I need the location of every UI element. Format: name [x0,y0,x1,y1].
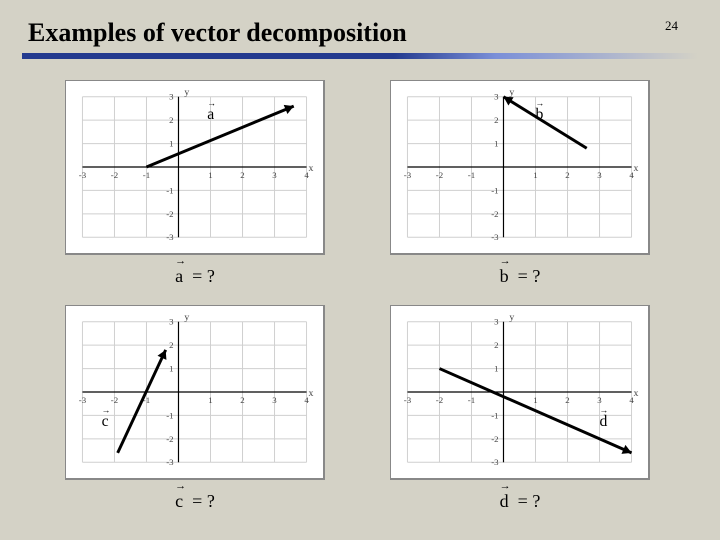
svg-text:-1: -1 [166,185,173,195]
svg-text:-2: -2 [111,170,118,180]
svg-text:1: 1 [494,139,498,149]
panel-d: -3-2-11234-3-2-1123yx→dd = ? [390,305,650,512]
svg-text:y: y [184,312,189,323]
caption-d: d = ? [390,491,650,512]
svg-text:3: 3 [169,92,174,102]
svg-text:x: x [634,388,639,399]
svg-text:d: d [600,413,608,430]
svg-text:3: 3 [272,395,277,405]
svg-text:1: 1 [169,139,173,149]
svg-text:3: 3 [272,170,277,180]
graph-a: -3-2-11234-3-2-1123yx→a [65,80,325,255]
svg-text:-1: -1 [166,410,173,420]
svg-text:-3: -3 [166,457,174,467]
panel-a: -3-2-11234-3-2-1123yx→aa = ? [65,80,325,287]
svg-text:-2: -2 [166,209,173,219]
svg-text:-1: -1 [468,170,475,180]
title-area: Examples of vector decomposition 24 [0,0,720,70]
page-title: Examples of vector decomposition [28,18,407,48]
svg-text:x: x [309,163,314,174]
svg-text:3: 3 [597,170,602,180]
svg-text:3: 3 [597,395,602,405]
graph-d: -3-2-11234-3-2-1123yx→d [390,305,650,480]
svg-text:-2: -2 [491,209,498,219]
svg-text:-2: -2 [436,395,443,405]
svg-text:-1: -1 [491,410,498,420]
svg-text:c: c [102,413,109,430]
svg-text:y: y [509,87,514,98]
svg-text:a: a [207,106,214,123]
svg-text:2: 2 [169,340,173,350]
title-rule [22,53,698,59]
svg-text:-2: -2 [166,434,173,444]
svg-text:-3: -3 [166,232,174,242]
svg-text:1: 1 [208,170,212,180]
svg-text:-3: -3 [79,395,87,405]
svg-text:-1: -1 [143,170,150,180]
svg-text:y: y [509,312,514,323]
svg-text:1: 1 [533,395,537,405]
svg-text:2: 2 [240,170,244,180]
svg-text:-3: -3 [491,457,499,467]
svg-text:-3: -3 [491,232,499,242]
svg-text:3: 3 [494,92,499,102]
caption-c: c = ? [65,491,325,512]
svg-text:x: x [634,163,639,174]
svg-text:-3: -3 [79,170,87,180]
svg-text:-2: -2 [111,395,118,405]
page-number: 24 [665,18,678,34]
svg-text:-1: -1 [468,395,475,405]
svg-text:b: b [536,106,544,123]
svg-text:1: 1 [208,395,212,405]
graph-b: -3-2-11234-3-2-1123yx→b [390,80,650,255]
svg-text:1: 1 [494,364,498,374]
svg-text:2: 2 [240,395,244,405]
svg-text:3: 3 [169,317,174,327]
svg-text:2: 2 [565,395,569,405]
svg-text:2: 2 [494,115,498,125]
caption-b: b = ? [390,266,650,287]
svg-text:-2: -2 [491,434,498,444]
svg-text:-3: -3 [404,395,412,405]
svg-text:y: y [184,87,189,98]
graph-c: -3-2-11234-3-2-1123yx→c [65,305,325,480]
panel-c: -3-2-11234-3-2-1123yx→cc = ? [65,305,325,512]
svg-text:3: 3 [494,317,499,327]
svg-text:1: 1 [533,170,537,180]
svg-text:-1: -1 [491,185,498,195]
panel-b: -3-2-11234-3-2-1123yx→bb = ? [390,80,650,287]
caption-a: a = ? [65,266,325,287]
svg-text:2: 2 [169,115,173,125]
svg-text:-2: -2 [436,170,443,180]
svg-text:2: 2 [565,170,569,180]
svg-text:-3: -3 [404,170,412,180]
svg-text:x: x [309,388,314,399]
svg-text:2: 2 [494,340,498,350]
svg-text:1: 1 [169,364,173,374]
